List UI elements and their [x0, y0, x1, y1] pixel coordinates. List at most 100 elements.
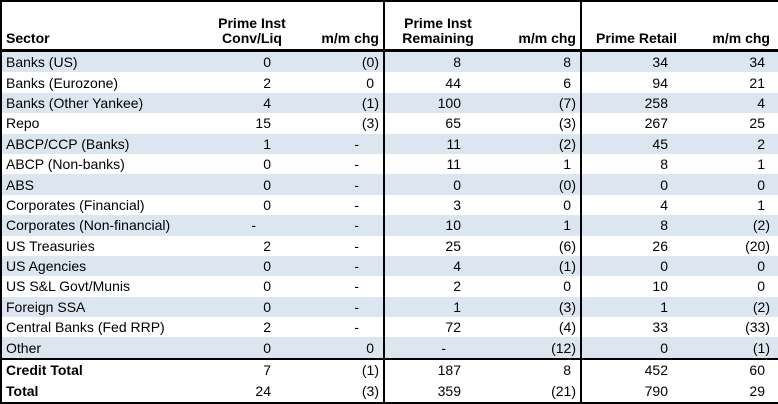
table-row: Central Banks (Fed RRP) 2 - 72 (4) 33 (33) [1, 317, 778, 338]
table-row: Foreign SSA 0-1 (3) 1 (2) [1, 296, 778, 318]
value-cell: 359 [383, 380, 491, 403]
value-cell: (3) [361, 115, 379, 132]
value-cell: 10 [383, 215, 491, 236]
value-cell: (0) [301, 50, 384, 73]
value-cell: 0 [580, 255, 691, 277]
value-cell: (1) [361, 362, 379, 379]
value-cell: - [301, 255, 384, 277]
value-cell: - [354, 237, 359, 254]
sector-cell: Corporates (Financial) [6, 196, 145, 213]
value-cell: 8 [491, 50, 581, 73]
value-cell: 8 [580, 215, 691, 236]
sector-cell: Banks (Eurozone) [6, 74, 119, 91]
value-cell: 25 [749, 115, 765, 132]
sector-cell: Central Banks (Fed RRP) [6, 319, 165, 336]
value-cell: (2) [691, 215, 778, 236]
value-cell: 33 [580, 317, 691, 338]
sector-cell: ABCP/CCP (Banks) [1, 133, 203, 154]
value-cell: - [301, 296, 384, 318]
table-row: Corporates (Non-financial) - -10 1 8 (2) [1, 215, 778, 236]
value-cell: 267 [580, 113, 691, 134]
value-cell: 0 [691, 255, 778, 277]
sector-cell: Banks (Other Yankee) [1, 92, 203, 114]
header-line-2: Remaining [402, 30, 474, 46]
value-cell: 0 [563, 196, 571, 213]
value-cell: (1) [491, 255, 581, 277]
value-cell: - [354, 319, 359, 336]
header-row: Sector Prime Inst Conv/Liq m/m chg Prime… [1, 1, 778, 52]
value-cell: 34 [580, 50, 691, 73]
value-cell: 1 [563, 156, 571, 173]
sector-cell: US Treasuries [6, 237, 95, 254]
table-row: Other 0 0- (12) 0 (1) [1, 337, 778, 359]
value-cell: 15 [255, 115, 271, 132]
table-header: Sector Prime Inst Conv/Liq m/m chg Prime… [1, 1, 778, 52]
column-header-prime-inst-remaining: Prime Inst Remaining [383, 1, 491, 52]
value-cell: 26 [580, 235, 691, 256]
value-cell: 29 [749, 383, 765, 400]
column-header-mm-chg-3: m/m chg [691, 1, 778, 52]
sector-cell: ABCP (Non-banks) [6, 156, 125, 173]
value-cell: 452 [580, 358, 691, 381]
value-cell: - [301, 174, 384, 195]
value-cell: 258 [580, 92, 691, 114]
value-cell: 0 [203, 50, 301, 73]
value-cell: 0 [203, 337, 301, 359]
value-cell: 2 [263, 74, 271, 91]
value-cell: 34 [691, 50, 778, 73]
table-row: US S&L Govt/Munis 0-2 0 10 0 [1, 276, 778, 297]
value-cell: (6) [558, 237, 576, 254]
value-cell: 4 [691, 92, 778, 114]
table-row: Banks (Eurozone) 2 0 44 6 94 21 [1, 72, 778, 93]
value-cell: (3) [558, 115, 576, 132]
value-cell: 1 [757, 196, 765, 213]
sector-cell: US S&L Govt/Munis [6, 278, 130, 295]
table-row: ABCP/CCP (Banks) 1-11 (2) 45 2 [1, 133, 778, 154]
value-cell: - [354, 278, 359, 295]
value-cell: 0 [203, 255, 301, 277]
value-cell: 1 [383, 296, 491, 318]
value-cell: 0 [263, 156, 271, 173]
value-cell: 6 [563, 74, 571, 91]
sector-cell: Banks (US) [1, 50, 203, 73]
value-cell: (20) [745, 237, 770, 254]
value-cell: (2) [491, 133, 581, 154]
value-cell: 790 [580, 380, 691, 403]
column-header-mm-chg-1: m/m chg [301, 1, 384, 52]
value-cell: (21) [551, 383, 576, 400]
total-row: Credit Total 7 (1) 187 8 452 60 [1, 358, 778, 381]
value-cell: 3 [383, 194, 491, 216]
table-row: ABCP (Non-banks) 0-11 1 8 1 [1, 153, 778, 175]
value-cell: 2 [691, 133, 778, 154]
sector-cell: Total [6, 383, 39, 400]
value-cell: 4 [383, 255, 491, 277]
value-cell: 44 [383, 72, 491, 93]
value-cell: - [354, 196, 359, 213]
value-cell: 60 [749, 362, 765, 379]
table-row: US Agencies 0-4 (1) 0 0 [1, 255, 778, 277]
value-cell: (4) [558, 319, 576, 336]
value-cell: 0 [580, 337, 691, 359]
value-cell: 1 [757, 156, 765, 173]
value-cell: 8 [563, 362, 571, 379]
value-cell: 94 [580, 72, 691, 93]
value-cell: 0 [366, 74, 374, 91]
value-cell: 1 [491, 215, 581, 236]
value-cell: (12) [491, 337, 581, 359]
value-cell: 24 [255, 383, 271, 400]
value-cell: 0 [757, 278, 765, 295]
table-body: Banks (US) 0 (0) 8 8 34 34 Banks (Eurozone) 2 0 44… [1, 50, 778, 359]
value-cell: - [203, 215, 301, 236]
value-cell: - [383, 337, 491, 359]
value-cell: 10 [580, 276, 691, 297]
sector-cell: Other [1, 337, 203, 359]
sector-cell: Repo [6, 115, 40, 132]
table-footer: Credit Total 7 (1) 187 8 452 60 Total 24 (3) 359 (2… [1, 358, 778, 403]
value-cell: 187 [383, 358, 491, 381]
sector-cell: US Agencies [1, 255, 203, 277]
column-header-prime-inst-conv-liq: Prime Inst Conv/Liq [203, 1, 301, 52]
value-cell: 72 [383, 317, 491, 338]
value-cell: 0 [580, 174, 691, 195]
value-cell: - [301, 215, 384, 236]
value-cell: 25 [383, 235, 491, 256]
